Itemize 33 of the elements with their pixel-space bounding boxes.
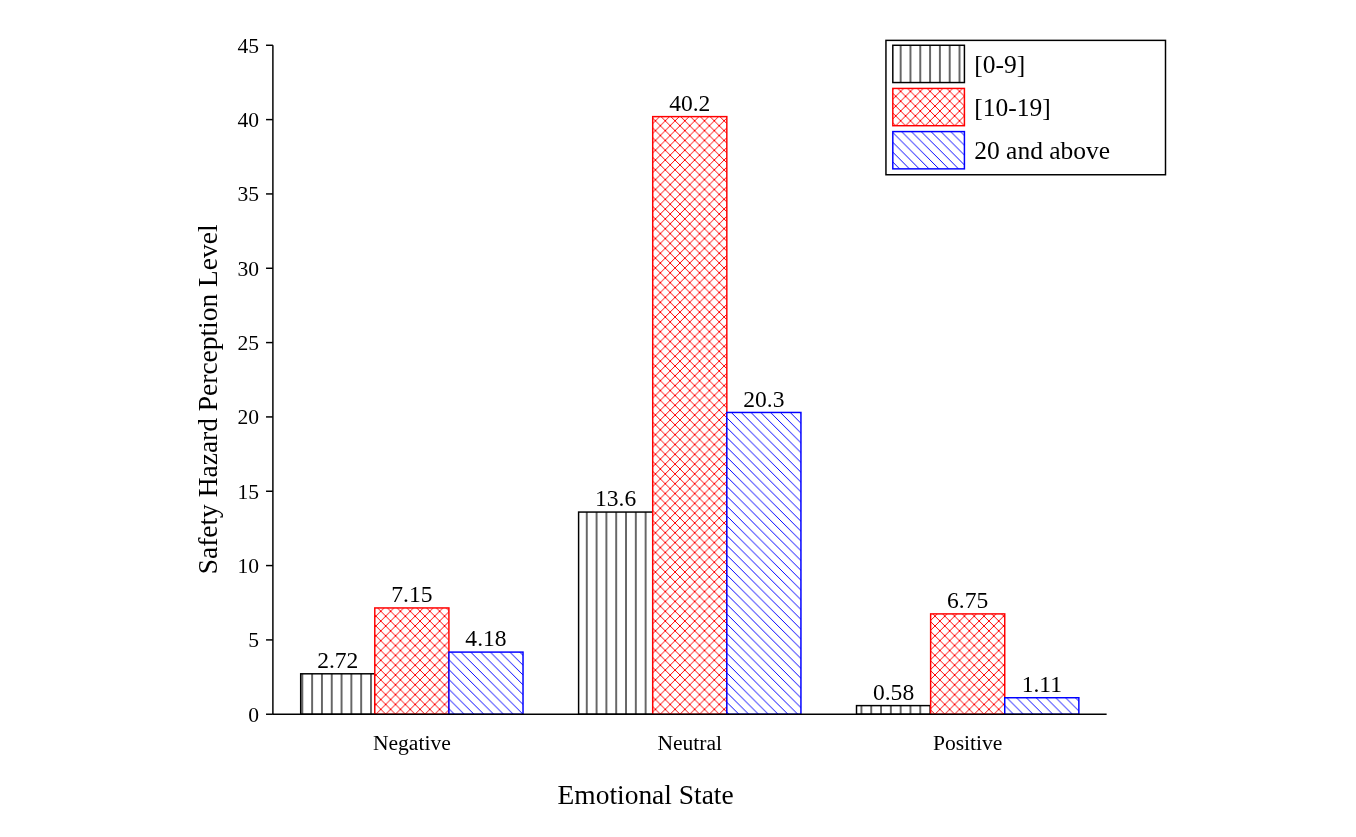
- bar: [651, 115, 728, 715]
- x-tick-label: Neutral: [657, 730, 723, 755]
- bar: [448, 651, 524, 715]
- y-tick-label: 5: [248, 628, 260, 653]
- y-axis-title: Safety Hazard Perception Level: [192, 224, 223, 575]
- y-tick-label: 45: [237, 33, 260, 58]
- legend-label: [0-9]: [974, 49, 1026, 79]
- y-tick-label: 15: [237, 479, 260, 504]
- y-tick-label: 0: [248, 702, 260, 727]
- bar: [374, 607, 450, 715]
- data-label: 7.15: [391, 581, 433, 608]
- bar: [726, 411, 802, 715]
- data-label: 6.75: [947, 587, 989, 614]
- x-axis-title: Emotional State: [557, 780, 734, 811]
- x-tick-label: Negative: [372, 730, 451, 755]
- data-label: 13.6: [595, 485, 637, 512]
- y-tick-label: 10: [237, 554, 260, 579]
- bar: [1004, 697, 1080, 715]
- data-label: 40.2: [669, 89, 711, 116]
- data-label: 0.58: [872, 678, 915, 705]
- data-label: 20.3: [743, 385, 785, 412]
- y-tick-label: 25: [237, 331, 260, 356]
- y-tick-label: 20: [237, 405, 260, 430]
- legend-label: 20 and above: [974, 136, 1111, 166]
- bar: [929, 613, 1006, 715]
- legend-label: [10-19]: [974, 93, 1051, 122]
- data-label: 1.11: [1021, 670, 1062, 697]
- y-tick-label: 35: [237, 182, 260, 207]
- y-tick-label: 40: [237, 108, 260, 133]
- data-label: 4.18: [465, 625, 507, 652]
- data-label: 2.72: [317, 646, 359, 673]
- x-tick-label: Positive: [932, 730, 1003, 755]
- y-tick-label: 30: [237, 256, 260, 281]
